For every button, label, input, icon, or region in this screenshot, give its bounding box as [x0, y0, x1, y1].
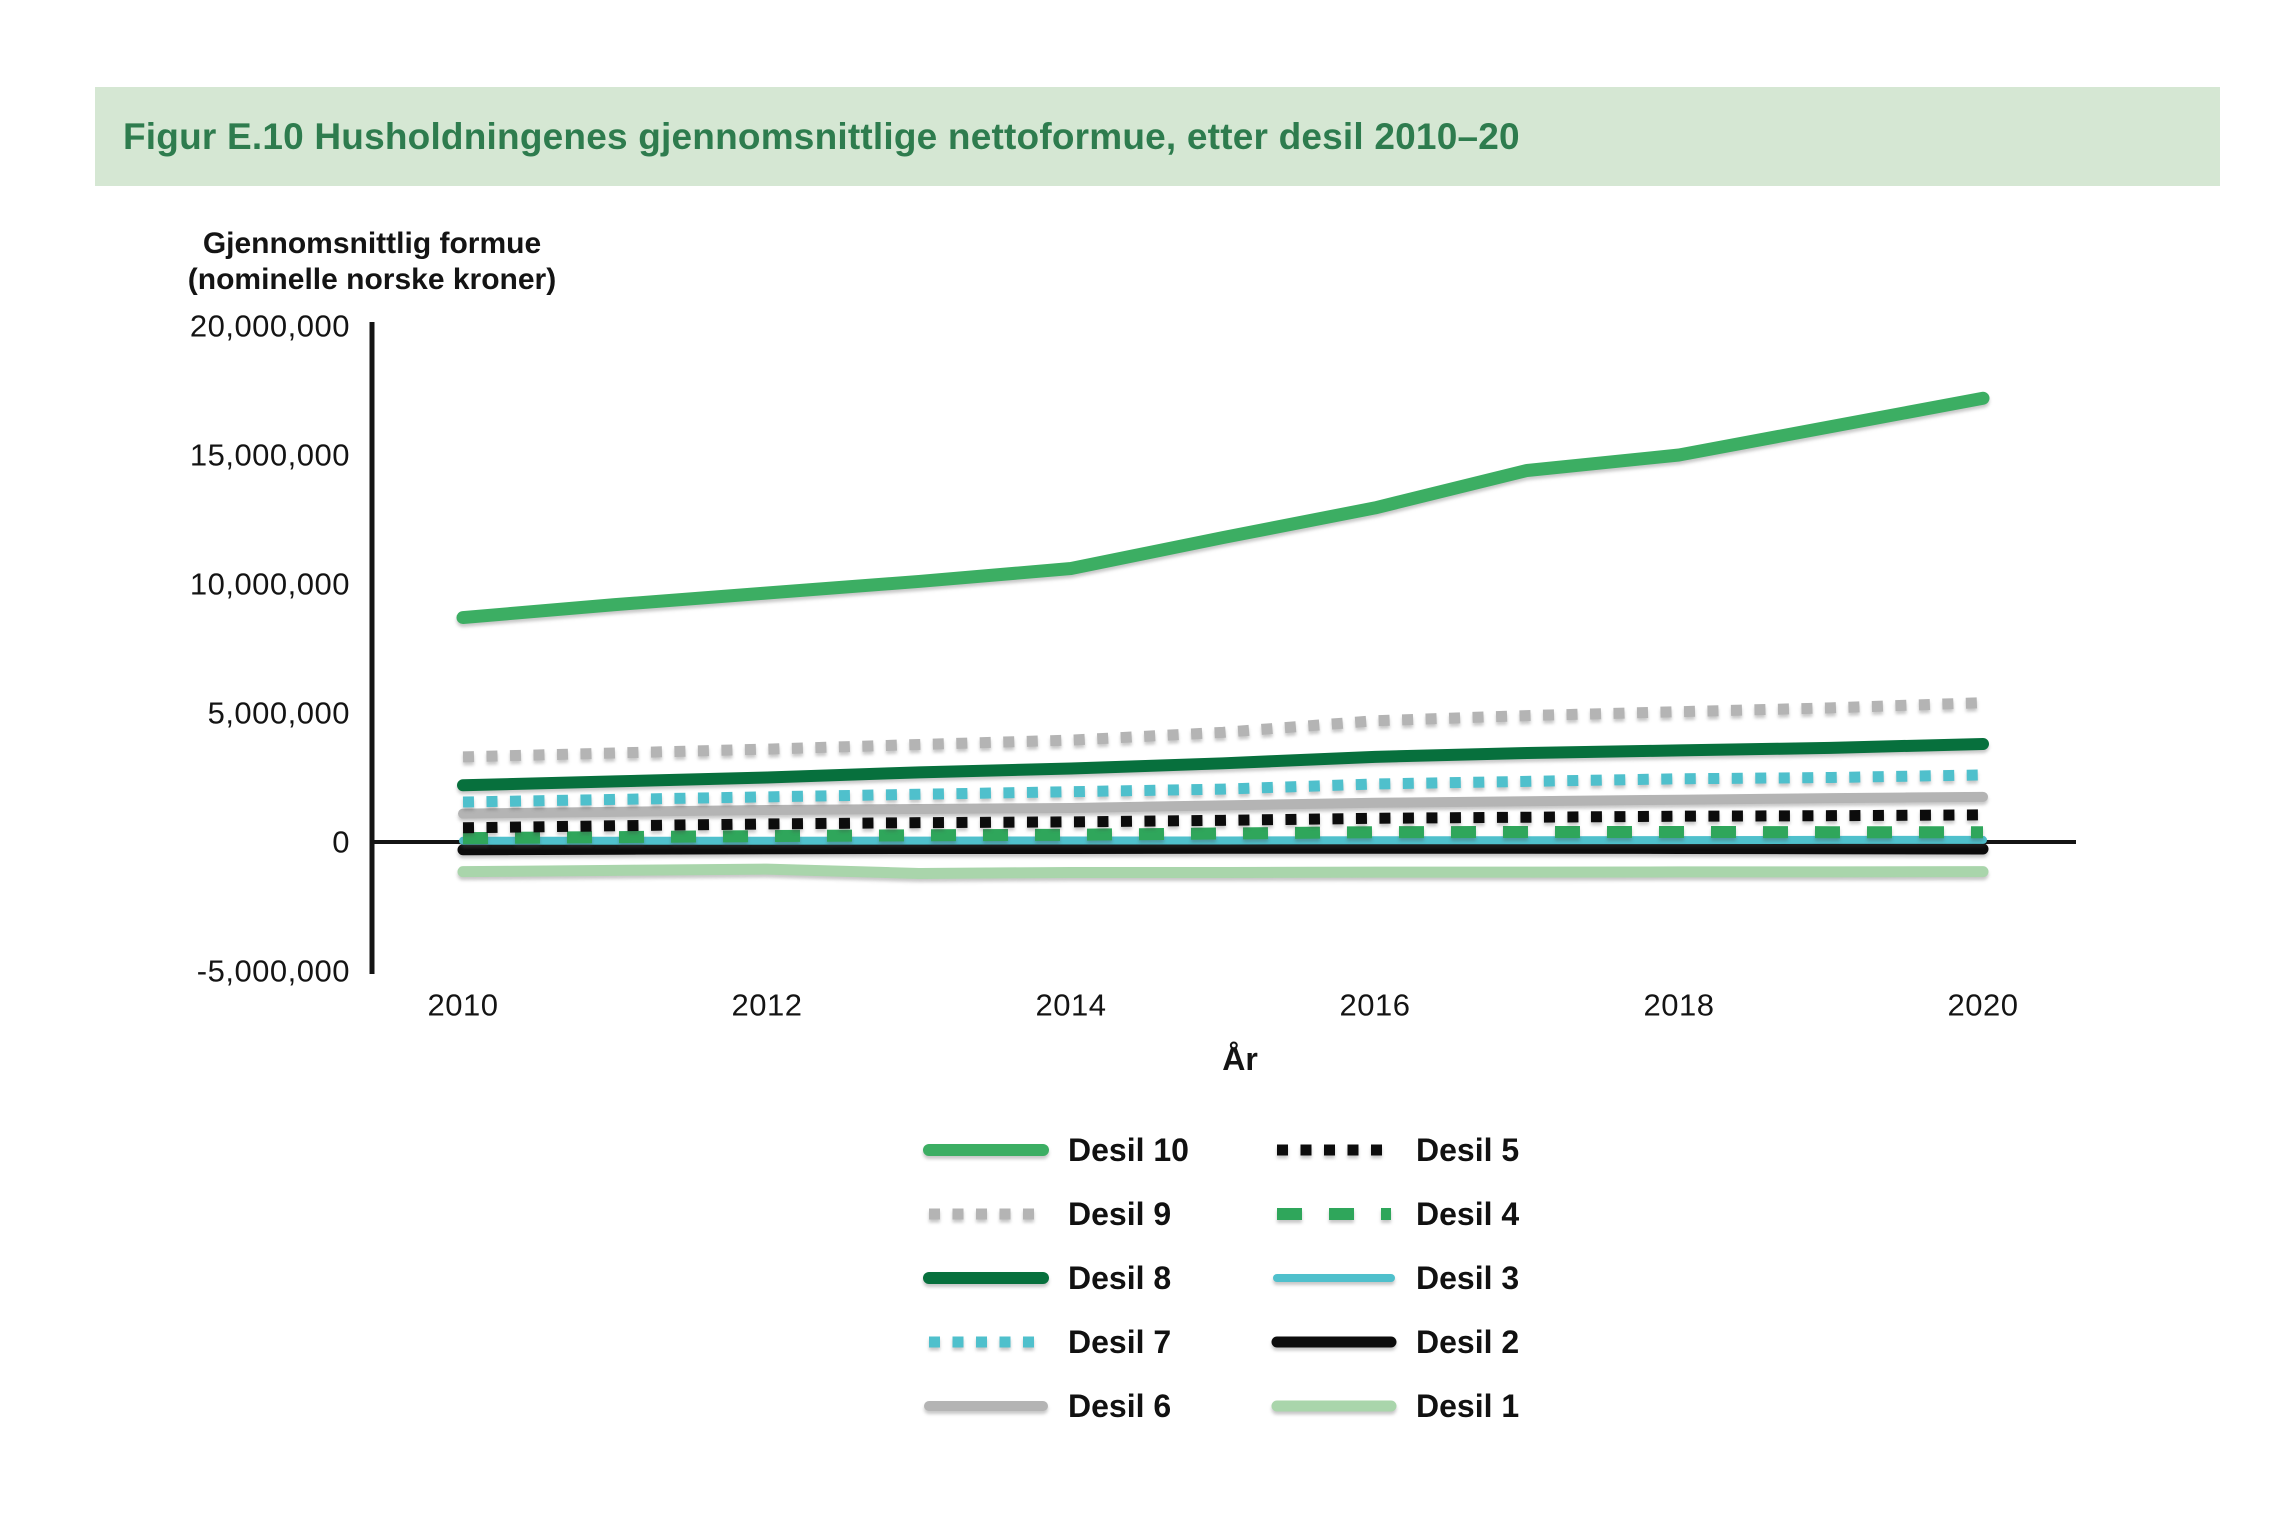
- legend-swatch-desil-9: [929, 1208, 1043, 1220]
- legend-column-2: Desil 5 Desil 4 Desil 3 Desil 2 Desil 1: [1268, 1118, 1519, 1438]
- figure-title: Figur E.10 Husholdningenes gjennomsnittl…: [123, 115, 1520, 157]
- legend-label: Desil 1: [1416, 1387, 1520, 1424]
- series-line-desil-2: [457, 842, 1989, 856]
- y-axis-title-line1: Gjennomsnittlig formue: [202, 227, 542, 260]
- y-tick-label-20000000: 20,000,000: [190, 309, 350, 344]
- y-tick-label-0: 0: [332, 825, 350, 860]
- y-tick-label--5000000: -5,000,000: [197, 954, 350, 989]
- figure-title-band: Figur E.10 Husholdningenes gjennomsnittl…: [95, 87, 2220, 186]
- legend-swatch-desil-3: [1273, 1274, 1395, 1282]
- series-line-desil-10: [456, 391, 1990, 625]
- y-tick-label-5000000: 5,000,000: [208, 696, 350, 731]
- series-line-desil-4: [462, 825, 1983, 845]
- legend-label: Desil 2: [1416, 1323, 1520, 1360]
- y-tick-label-10000000: 10,000,000: [190, 567, 350, 602]
- x-axis-title: År: [1222, 1041, 1258, 1077]
- legend-label: Desil 4: [1416, 1195, 1520, 1232]
- x-tick-label-2010: 2010: [428, 988, 499, 1023]
- series-line-desil-5: [462, 809, 1984, 834]
- legend-swatch-desil-8: [923, 1272, 1049, 1284]
- legend-swatch-desil-4: [1277, 1208, 1391, 1220]
- legend-column-1: Desil 10 Desil 9 Desil 8 Desil 7 Desil 6: [920, 1118, 1189, 1438]
- x-tick-label-2012: 2012: [732, 988, 803, 1023]
- legend-item-desil-2: Desil 2: [1268, 1310, 1519, 1374]
- legend-item-desil-6: Desil 6: [920, 1374, 1189, 1438]
- legend-swatch-desil-10: [923, 1144, 1049, 1156]
- legend-label: Desil 10: [1068, 1131, 1189, 1168]
- legend-label: Desil 7: [1068, 1323, 1172, 1360]
- legend-item-desil-7: Desil 7: [920, 1310, 1189, 1374]
- x-tick-label-2020: 2020: [1948, 988, 2019, 1023]
- legend-label: Desil 3: [1416, 1259, 1520, 1296]
- legend-label: Desil 6: [1068, 1387, 1172, 1424]
- x-tick-label-2018: 2018: [1644, 988, 1715, 1023]
- legend-swatch-desil-1: [1271, 1400, 1397, 1412]
- y-tick-label-15000000: 15,000,000: [190, 438, 350, 473]
- legend-label: Desil 5: [1416, 1131, 1520, 1168]
- series-line-desil-1: [457, 863, 1989, 879]
- x-tick-label-2014: 2014: [1036, 988, 1107, 1023]
- series-line-desil-7: [462, 769, 1984, 808]
- legend-item-desil-8: Desil 8: [920, 1246, 1189, 1310]
- y-axis-title-line2: (nominelle norske kroner): [187, 263, 557, 296]
- y-axis-title: Gjennomsnittlig formue (nominelle norske…: [157, 226, 587, 298]
- legend-label: Desil 8: [1068, 1259, 1172, 1296]
- legend-item-desil-3: Desil 3: [1268, 1246, 1519, 1310]
- series-line-desil-6: [458, 791, 1988, 819]
- series-line-desil-3: [459, 835, 1987, 845]
- legend-swatch-desil-5: [1277, 1144, 1391, 1156]
- legend-swatch-desil-6: [924, 1401, 1048, 1411]
- legend-swatch-desil-7: [929, 1336, 1043, 1348]
- legend-item-desil-9: Desil 9: [920, 1182, 1189, 1246]
- legend-label: Desil 9: [1068, 1195, 1172, 1232]
- legend-item-desil-4: Desil 4: [1268, 1182, 1519, 1246]
- x-tick-label-2016: 2016: [1340, 988, 1411, 1023]
- series-line-desil-8: [457, 737, 1989, 792]
- legend-item-desil-10: Desil 10: [920, 1118, 1189, 1182]
- legend-item-desil-1: Desil 1: [1268, 1374, 1519, 1438]
- legend-swatch-desil-2: [1271, 1336, 1397, 1348]
- legend-item-desil-5: Desil 5: [1268, 1118, 1519, 1182]
- series-line-desil-9: [462, 697, 1984, 763]
